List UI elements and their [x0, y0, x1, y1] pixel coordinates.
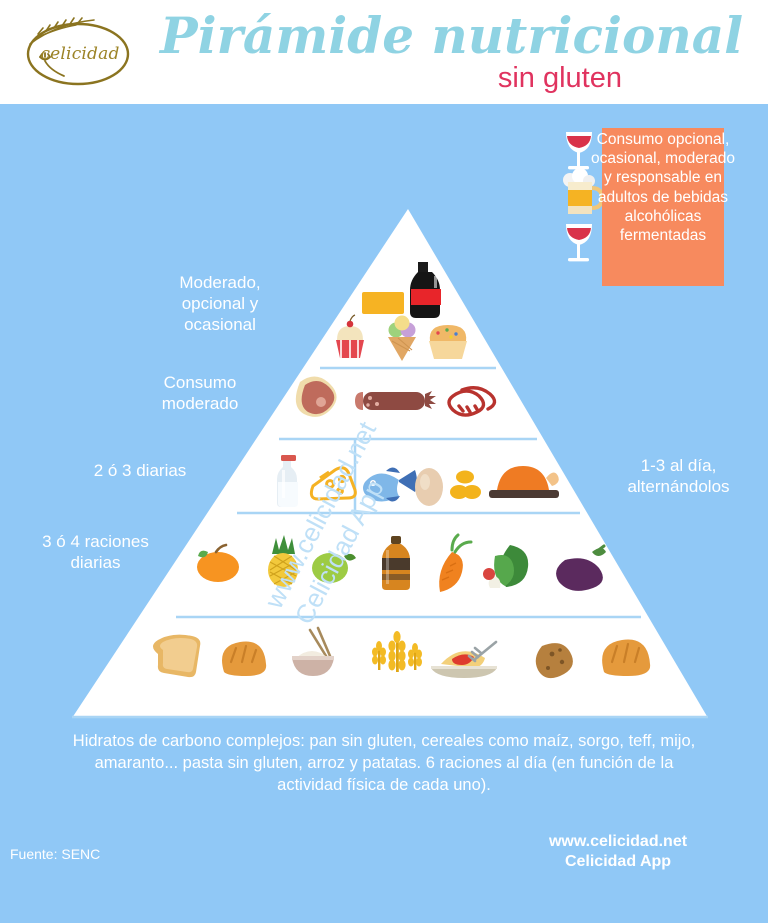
- pineapple-icon: [268, 535, 298, 587]
- dairy-protein-tier-items: [277, 455, 559, 507]
- lime-icon: [312, 553, 356, 583]
- soda-bottle-icon: [410, 262, 441, 318]
- fish-icon: [363, 467, 417, 502]
- bread-slice-icon: [153, 634, 201, 678]
- wine-glass-icon: [566, 224, 592, 262]
- page-title: Pirámide nutricional: [160, 6, 744, 65]
- bread-roll-icon: [222, 641, 267, 676]
- bread-loaf-icon: [602, 639, 651, 676]
- sweets-fats-tier-items: [336, 262, 467, 361]
- footer-brand: www.celicidad.net Celicidad App: [498, 832, 738, 872]
- watermark: www.celicidad.net Celicidad App: [258, 416, 390, 630]
- ice-cream-cone-icon: [388, 315, 416, 361]
- wheat-fork-oval-logo-icon: [26, 17, 130, 86]
- label-sweets-fats: Moderado, opcional y ocasional: [179, 273, 261, 334]
- milk-bottle-icon: [277, 455, 298, 507]
- cherry-icon: [346, 320, 354, 328]
- egg-icon: [415, 468, 443, 506]
- alcohol-callout-text: Consumo opcional, ocasional, moderado y …: [591, 131, 735, 245]
- source-credit: Fuente: SENC: [10, 846, 101, 862]
- pasta-plate-icon: [431, 640, 498, 678]
- page-subtitle: sin gluten: [497, 62, 622, 94]
- orange-icon: [197, 543, 239, 582]
- ham-cut-icon: [295, 376, 337, 417]
- fruit-vegetable-tier-items: [197, 533, 606, 592]
- label-protein: 1-3 al día, alternándolos: [627, 456, 730, 496]
- app-name: Celicidad App: [564, 853, 672, 870]
- celicidad-logo: celicidad: [16, 10, 136, 94]
- alcohol-callout-box: Consumo opcional, ocasional, moderado y …: [591, 128, 735, 286]
- sausages-icon: [447, 386, 497, 417]
- eggplant-icon: [556, 544, 606, 591]
- title-block: Pirámide nutricional sin gluten: [160, 6, 744, 100]
- header-bar: celicidad Pirámide nutricional sin glute…: [0, 0, 768, 104]
- logo-wordmark: celicidad: [40, 44, 120, 64]
- muffin-icon: [429, 325, 467, 359]
- legumes-icon: [450, 470, 481, 499]
- carrot-icon: [439, 533, 473, 592]
- processed-meat-tier-items: [295, 376, 497, 417]
- butter-icon: [362, 292, 404, 314]
- label-processed-meat: Consumo moderado: [161, 373, 239, 413]
- wine-glass-icon: [566, 132, 592, 170]
- carbohydrates-caption: Hidratos de carbono complejos: pan sin g…: [72, 732, 696, 794]
- wheat-stalks-icon: [372, 631, 422, 672]
- alcohol-icons: [563, 132, 605, 262]
- salami-icon: [355, 391, 436, 410]
- label-dairy: 2 ó 3 diarias: [93, 461, 187, 480]
- leafy-greens-icon: [483, 545, 529, 588]
- website-url[interactable]: www.celicidad.net: [548, 833, 688, 850]
- label-fruit-veg: 3 ó 4 raciones diarias: [42, 532, 149, 572]
- olive-oil-bottle-icon: [382, 536, 410, 590]
- rice-bowl-icon: [292, 626, 334, 676]
- beer-mug-icon: [563, 168, 605, 214]
- carbohydrates-tier-items: [153, 626, 651, 679]
- potato-icon: [535, 643, 573, 679]
- roast-turkey-icon: [489, 466, 559, 498]
- cheese-wedge-icon: [309, 466, 357, 501]
- cupcake-icon: [336, 314, 364, 358]
